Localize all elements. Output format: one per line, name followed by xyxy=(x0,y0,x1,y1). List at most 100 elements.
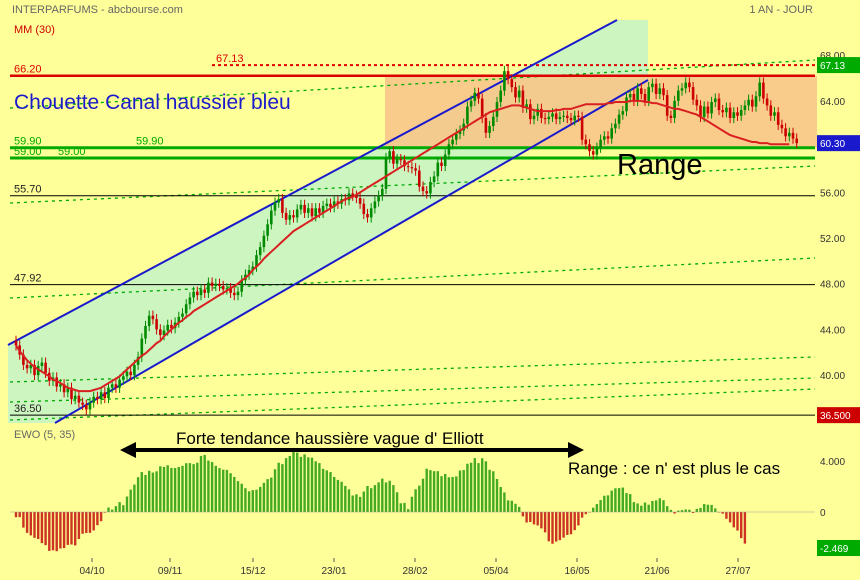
candle-body xyxy=(358,198,362,204)
ewo-bar xyxy=(281,464,284,512)
period-high-badge: 67.13 xyxy=(820,61,845,72)
header-title: INTERPARFUMS - abcbourse.com xyxy=(12,4,183,16)
ewo-bar xyxy=(666,506,669,512)
candle-body xyxy=(366,214,369,218)
ewo-bar xyxy=(310,457,314,512)
candle-body xyxy=(233,292,236,296)
ewo-bar xyxy=(584,512,587,515)
level-label: 59.00 xyxy=(58,146,86,158)
candle-body xyxy=(584,139,588,145)
last-price-badge-bg xyxy=(817,135,860,152)
ewo-bar xyxy=(144,475,147,512)
ewo-bar xyxy=(669,509,673,512)
support-fan-line xyxy=(9,165,816,204)
arrow-right-icon xyxy=(568,442,584,458)
ewo-bar xyxy=(536,512,539,526)
candle-body xyxy=(654,83,658,94)
level-label: 36.50 xyxy=(14,403,42,415)
candle-body xyxy=(473,92,477,101)
level-label: 55.70 xyxy=(14,184,42,196)
ewo-bar xyxy=(229,473,232,512)
candle-body xyxy=(440,162,443,166)
ewo-bar xyxy=(436,471,439,512)
ewo-bar xyxy=(66,512,69,545)
candle-body xyxy=(795,138,798,144)
ewo-bar xyxy=(118,502,121,512)
candle-body xyxy=(133,364,136,376)
candle-body xyxy=(184,304,188,314)
ewo-bar xyxy=(592,507,595,512)
candle-body xyxy=(136,356,140,365)
ewo-bar xyxy=(654,500,658,512)
candle-body xyxy=(577,115,580,117)
candle-body xyxy=(743,105,747,110)
ewo-bar xyxy=(70,512,73,545)
ewo-bar xyxy=(444,473,447,512)
candle-body xyxy=(332,201,336,208)
ewo-bar xyxy=(37,512,40,540)
ewo-bar xyxy=(414,489,417,512)
ewo-bar xyxy=(595,504,599,512)
ewo-bar xyxy=(732,512,735,528)
period-high-badge-bg xyxy=(817,57,860,74)
candle-body xyxy=(451,139,454,145)
candle-body xyxy=(791,132,795,139)
ewo-bar xyxy=(273,469,277,512)
x-tick-label: 15/12 xyxy=(240,566,265,577)
candle-body xyxy=(484,118,488,133)
candle-body xyxy=(784,128,787,137)
candle-body xyxy=(59,384,62,387)
candle-body xyxy=(680,88,684,91)
ewo-bar xyxy=(225,469,229,512)
ewo-bar xyxy=(703,504,706,512)
ewo-bar xyxy=(540,512,543,529)
ewo-bar xyxy=(336,479,340,512)
candle-body xyxy=(480,98,484,118)
candle-body xyxy=(159,329,162,336)
candle-body xyxy=(540,108,543,118)
ewo-bar xyxy=(551,512,554,544)
candle-body xyxy=(776,112,780,125)
y-tick-label: 68.00 xyxy=(820,51,845,62)
candle-body xyxy=(751,99,754,107)
candle-body xyxy=(188,297,192,305)
ewo-bar xyxy=(521,512,525,517)
ewo-bar xyxy=(48,512,51,551)
candle-body xyxy=(236,291,240,296)
candle-body xyxy=(362,203,366,214)
ewo-bar xyxy=(214,465,217,512)
candle-body xyxy=(425,191,428,194)
candle-body xyxy=(625,97,628,112)
candle-body xyxy=(591,151,595,155)
candle-body xyxy=(702,106,706,117)
ewo-bar xyxy=(710,504,713,512)
candle-body xyxy=(588,144,591,152)
candle-body xyxy=(595,147,599,155)
ewo-bar xyxy=(129,489,132,512)
ewo-bar xyxy=(473,458,476,512)
candle-body xyxy=(377,195,380,202)
candle-body xyxy=(273,202,277,211)
ewo-bar xyxy=(603,495,606,512)
candle-body xyxy=(488,126,491,133)
support-fan-line xyxy=(9,59,816,109)
ewo-bar xyxy=(303,454,306,512)
x-tick-label: 21/06 xyxy=(644,566,669,577)
candle-body xyxy=(295,209,299,218)
ewo-bar xyxy=(458,470,462,512)
ewo-bar xyxy=(543,512,547,533)
ewo-bar xyxy=(658,498,661,512)
ewo-bar xyxy=(529,512,532,522)
candle-body xyxy=(181,313,184,317)
candle-body xyxy=(684,82,687,89)
candle-body xyxy=(469,100,473,107)
candle-body xyxy=(266,224,269,236)
ewo-bar xyxy=(355,494,358,512)
level-label: 59.90 xyxy=(136,136,164,148)
ewo-bar xyxy=(558,512,562,541)
low-marker-badge-bg xyxy=(817,407,860,424)
ewo-bar xyxy=(555,512,558,542)
ewo-bar xyxy=(51,512,55,551)
candle-body xyxy=(688,82,691,88)
x-tick-label: 27/07 xyxy=(725,566,750,577)
